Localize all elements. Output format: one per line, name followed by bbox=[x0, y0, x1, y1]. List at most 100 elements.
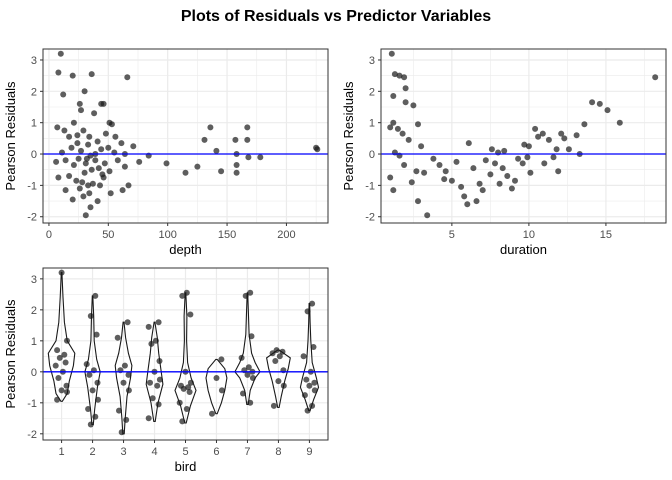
data-point bbox=[187, 379, 194, 386]
data-point bbox=[68, 144, 75, 151]
data-point bbox=[97, 182, 103, 189]
data-point bbox=[213, 375, 220, 381]
data-point bbox=[147, 379, 153, 386]
data-point bbox=[55, 174, 62, 181]
data-point bbox=[218, 168, 225, 175]
data-point bbox=[89, 387, 96, 394]
data-point bbox=[121, 163, 128, 170]
y-tick-label: -2 bbox=[27, 429, 37, 441]
data-point bbox=[453, 158, 460, 165]
y-tick-label: 0 bbox=[31, 149, 37, 161]
data-point bbox=[123, 416, 130, 423]
data-point bbox=[145, 415, 152, 422]
data-point bbox=[482, 157, 489, 164]
data-point bbox=[458, 183, 465, 190]
data-point bbox=[279, 348, 286, 355]
data-point bbox=[106, 168, 113, 175]
figure-title: Plots of Residuals vs Predictor Variable… bbox=[180, 8, 492, 25]
data-point bbox=[424, 212, 431, 219]
data-point bbox=[272, 358, 279, 364]
data-point bbox=[74, 140, 81, 147]
data-point bbox=[390, 93, 397, 99]
data-point bbox=[390, 119, 397, 126]
data-point bbox=[185, 384, 192, 391]
data-point bbox=[218, 356, 225, 363]
data-point bbox=[87, 421, 94, 428]
data-point bbox=[62, 157, 69, 164]
data-point bbox=[82, 212, 89, 219]
data-point bbox=[163, 160, 170, 167]
data-point bbox=[105, 144, 112, 151]
data-point bbox=[58, 269, 65, 276]
data-point bbox=[121, 362, 128, 369]
data-point bbox=[311, 387, 318, 394]
data-point bbox=[238, 354, 245, 361]
data-point bbox=[114, 157, 121, 164]
data-point bbox=[616, 119, 623, 126]
data-point bbox=[107, 190, 114, 197]
panel-border bbox=[42, 48, 329, 224]
data-point bbox=[473, 198, 480, 205]
data-point bbox=[401, 74, 408, 81]
data-point bbox=[303, 376, 310, 383]
x-tick-label: 6 bbox=[213, 446, 219, 458]
data-point bbox=[304, 407, 311, 414]
data-point bbox=[561, 135, 568, 142]
y-tick-label: -2 bbox=[27, 212, 37, 224]
data-point bbox=[276, 353, 283, 360]
data-point bbox=[183, 406, 190, 412]
data-point bbox=[75, 155, 82, 162]
data-point bbox=[508, 185, 515, 192]
y-tick-label: 3 bbox=[31, 55, 37, 67]
data-point bbox=[501, 147, 508, 154]
data-point bbox=[86, 190, 93, 197]
x-tick-label: 9 bbox=[306, 446, 312, 458]
data-point bbox=[91, 110, 98, 117]
data-point bbox=[124, 319, 131, 326]
data-point bbox=[176, 399, 183, 406]
data-point bbox=[436, 162, 443, 168]
data-point bbox=[496, 180, 503, 187]
violin-bird-3 bbox=[114, 321, 133, 435]
data-point bbox=[306, 382, 313, 389]
data-point bbox=[270, 402, 277, 409]
x-tick-label: 0 bbox=[46, 229, 52, 241]
data-point bbox=[245, 154, 252, 161]
data-point bbox=[118, 140, 125, 147]
data-point bbox=[310, 344, 317, 350]
data-point bbox=[118, 429, 125, 436]
data-point bbox=[401, 162, 408, 168]
data-point bbox=[98, 146, 105, 153]
data-point bbox=[56, 354, 63, 361]
data-point bbox=[390, 187, 397, 194]
data-point bbox=[391, 71, 398, 78]
x-axis-label: bird bbox=[175, 459, 197, 474]
data-point bbox=[604, 107, 611, 114]
data-point bbox=[553, 146, 560, 153]
data-point bbox=[304, 308, 311, 315]
data-point bbox=[244, 371, 251, 378]
y-tick-label: 0 bbox=[31, 367, 37, 379]
data-point bbox=[410, 102, 417, 109]
data-point bbox=[179, 418, 186, 425]
data-point bbox=[249, 375, 256, 381]
data-point bbox=[492, 160, 498, 167]
data-point bbox=[521, 141, 528, 148]
data-point bbox=[149, 395, 156, 402]
data-point bbox=[515, 155, 522, 162]
data-point bbox=[247, 399, 254, 406]
data-point bbox=[79, 179, 86, 186]
data-point bbox=[269, 350, 276, 357]
data-point bbox=[555, 168, 562, 175]
data-point bbox=[148, 340, 155, 347]
data-point bbox=[119, 187, 126, 194]
data-point bbox=[125, 182, 132, 189]
data-point bbox=[581, 121, 588, 128]
y-tick-label: 3 bbox=[369, 55, 375, 67]
data-point bbox=[525, 143, 532, 150]
data-point bbox=[95, 165, 102, 172]
data-point bbox=[186, 389, 193, 395]
data-point bbox=[155, 401, 162, 408]
data-point bbox=[152, 337, 159, 344]
